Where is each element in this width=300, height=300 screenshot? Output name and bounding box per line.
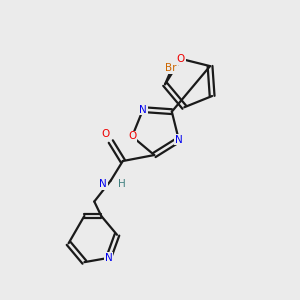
Text: N: N [139, 105, 147, 115]
Text: O: O [177, 54, 185, 64]
Text: Br: Br [165, 63, 177, 73]
Text: O: O [128, 131, 136, 142]
Text: O: O [101, 129, 110, 139]
Text: H: H [118, 179, 126, 189]
Text: N: N [99, 179, 107, 189]
Text: N: N [105, 253, 112, 263]
Text: N: N [175, 135, 183, 145]
